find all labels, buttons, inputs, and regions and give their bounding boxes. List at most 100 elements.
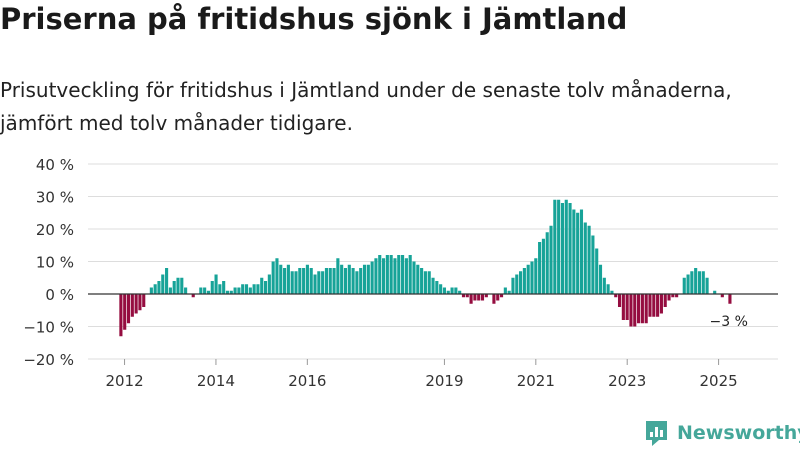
y-tick-label: −20 % [23, 351, 74, 369]
bar-negative [637, 294, 641, 324]
bar-negative [142, 294, 146, 307]
bar-positive [286, 264, 290, 294]
bar-negative [126, 294, 131, 324]
bar-positive [412, 261, 416, 294]
bar-positive [347, 264, 351, 294]
bar-negative [625, 294, 629, 320]
bar-positive [206, 290, 211, 294]
bar-negative [652, 294, 656, 317]
bar-positive [381, 258, 386, 294]
bar-positive [210, 281, 214, 294]
bar-negative [469, 294, 473, 304]
bar-chart: −20 %−10 %0 %10 %20 %30 %40 % 2012 2014 20… [23, 156, 778, 390]
bar-negative [480, 294, 485, 301]
bar-positive [252, 284, 256, 294]
bar-positive [294, 271, 298, 294]
y-tick-label: 0 % [45, 286, 74, 304]
bar-positive [260, 277, 264, 294]
bar-positive [321, 271, 325, 294]
bar-positive [568, 203, 572, 294]
bar-negative [191, 294, 195, 298]
bar-positive [579, 209, 584, 294]
bar-positive [427, 271, 431, 294]
bar-positive [522, 268, 526, 294]
bar-negative [499, 294, 504, 298]
bar-positive [256, 284, 260, 294]
bar-positive [313, 274, 317, 294]
bar-positive [290, 271, 294, 294]
bar-positive [549, 225, 553, 294]
bar-negative [675, 294, 679, 298]
bar-positive [385, 255, 389, 294]
bar-positive [393, 258, 397, 294]
bar-positive [450, 287, 454, 294]
bar-positive [534, 258, 538, 294]
bar-positive [701, 271, 705, 294]
bar-positive [404, 258, 408, 294]
bar-positive [697, 271, 702, 294]
bar-positive [519, 271, 523, 294]
bar-positive [526, 264, 530, 294]
bar-positive [545, 232, 549, 294]
bar-positive [420, 268, 424, 294]
bar-positive [351, 268, 355, 294]
bar-positive [511, 277, 515, 294]
bar-positive [302, 268, 306, 294]
chart-subtitle: Prisutveckling för fritidshus i Jämtland… [0, 78, 732, 135]
bars [119, 199, 732, 337]
bar-positive [389, 255, 393, 294]
bar-positive [263, 281, 268, 294]
bar-negative [644, 294, 648, 324]
x-tick-label: 2025 [700, 372, 738, 390]
bar-positive [237, 287, 241, 294]
bar-negative [473, 294, 477, 301]
bar-positive [583, 222, 587, 294]
bar-positive [423, 271, 427, 294]
bar-positive [359, 268, 363, 294]
bar-positive [576, 212, 580, 294]
newsworthy-logo[interactable]: Newsworthy [644, 418, 800, 448]
bar-positive [165, 268, 169, 294]
bar-positive [515, 274, 519, 294]
bar-positive [184, 287, 188, 294]
bar-positive [442, 287, 447, 294]
bar-positive [378, 255, 382, 294]
bar-positive [690, 271, 694, 294]
x-axis: 2012 2014 2016 2019 2021 2023 2025 [105, 359, 738, 390]
bar-positive [560, 203, 565, 294]
bar-negative [496, 294, 500, 301]
bar-positive [233, 287, 237, 294]
bar-positive [431, 277, 435, 294]
x-tick-label: 2012 [105, 372, 143, 390]
bar-positive [229, 290, 233, 294]
bar-positive [168, 287, 172, 294]
bar-negative [621, 294, 625, 320]
bar-negative [629, 294, 633, 327]
bar-positive [366, 264, 370, 294]
bar-positive [328, 268, 332, 294]
bar-positive [279, 264, 283, 294]
bar-positive [572, 209, 576, 294]
bar-negative [656, 294, 660, 317]
bar-positive [317, 271, 321, 294]
bar-negative [671, 294, 675, 298]
bar-negative [720, 294, 724, 298]
bar-positive [374, 258, 378, 294]
bar-positive [553, 199, 557, 294]
brand-name: Newsworthy [677, 422, 800, 444]
bar-positive [332, 268, 336, 294]
bar-positive [606, 284, 610, 294]
x-tick-label: 2016 [288, 372, 326, 390]
bar-positive [408, 255, 412, 294]
bar-positive [283, 268, 287, 294]
bar-positive [435, 281, 439, 294]
bar-positive [507, 290, 511, 294]
y-tick-label: −10 % [23, 319, 74, 337]
bar-positive [602, 277, 606, 294]
bar-positive [157, 281, 161, 294]
bar-negative [461, 294, 466, 298]
bar-positive [241, 284, 245, 294]
bar-negative [663, 294, 667, 307]
bar-positive [218, 284, 222, 294]
bar-positive [222, 281, 226, 294]
